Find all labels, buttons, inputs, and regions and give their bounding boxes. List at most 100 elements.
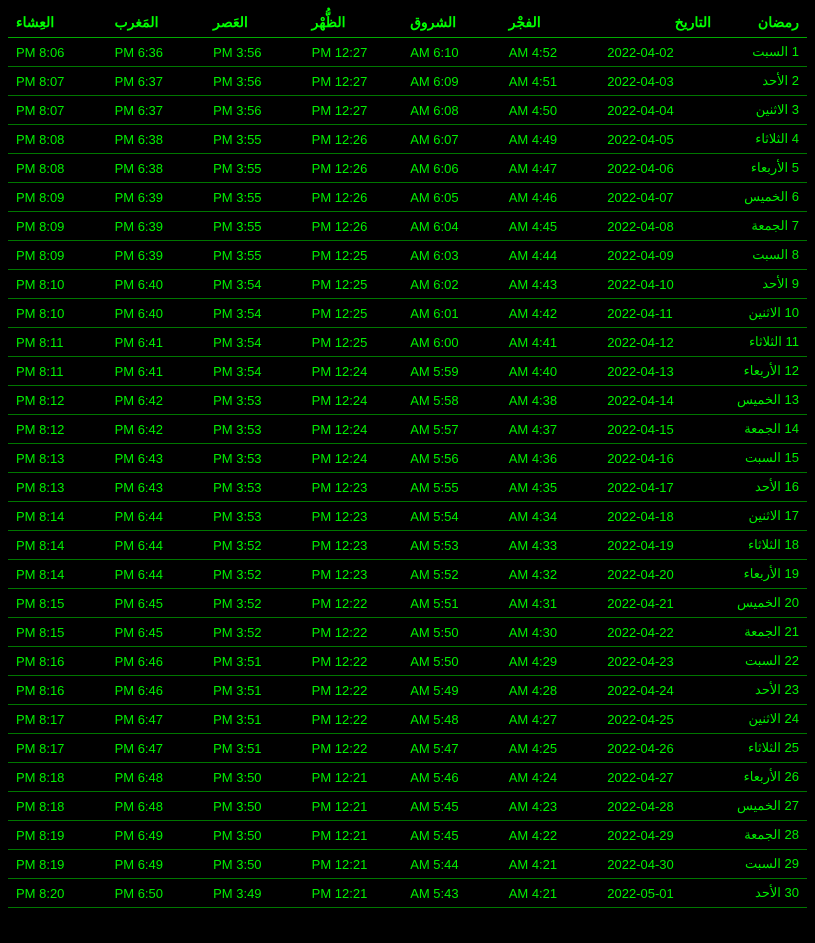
table-row: 1 السبت2022-04-02AM 4:52AM 6:10PM 12:27P… (8, 38, 807, 67)
table-cell: PM 3:51 (205, 676, 304, 705)
table-cell: 19 الأربعاء (719, 560, 807, 589)
table-cell: 2022-04-10 (599, 270, 719, 299)
table-cell: 2022-04-04 (599, 96, 719, 125)
table-row: 20 الخميس2022-04-21AM 4:31AM 5:51PM 12:2… (8, 589, 807, 618)
table-cell: PM 6:42 (107, 386, 206, 415)
table-cell: PM 12:22 (304, 676, 403, 705)
table-cell: AM 6:01 (402, 299, 501, 328)
table-cell: PM 6:38 (107, 154, 206, 183)
table-cell: PM 3:52 (205, 589, 304, 618)
table-cell: PM 3:50 (205, 821, 304, 850)
table-cell: AM 5:45 (402, 792, 501, 821)
table-cell: AM 6:03 (402, 241, 501, 270)
table-cell: 2022-04-14 (599, 386, 719, 415)
table-cell: PM 6:42 (107, 415, 206, 444)
table-cell: 2022-04-19 (599, 531, 719, 560)
table-cell: 6 الخميس (719, 183, 807, 212)
table-cell: 30 الأحد (719, 879, 807, 908)
table-cell: PM 6:41 (107, 357, 206, 386)
table-row: 15 السبت2022-04-16AM 4:36AM 5:56PM 12:24… (8, 444, 807, 473)
table-cell: AM 4:23 (501, 792, 600, 821)
table-cell: PM 3:50 (205, 850, 304, 879)
table-cell: 23 الأحد (719, 676, 807, 705)
table-cell: PM 3:56 (205, 96, 304, 125)
table-cell: PM 3:55 (205, 212, 304, 241)
table-cell: AM 5:44 (402, 850, 501, 879)
table-cell: 2022-04-26 (599, 734, 719, 763)
table-cell: PM 8:17 (8, 705, 107, 734)
table-cell: AM 4:28 (501, 676, 600, 705)
table-cell: PM 6:49 (107, 821, 206, 850)
table-cell: 2022-04-13 (599, 357, 719, 386)
table-cell: AM 5:54 (402, 502, 501, 531)
table-cell: 20 الخميس (719, 589, 807, 618)
table-cell: 4 الثلاثاء (719, 125, 807, 154)
table-cell: PM 3:53 (205, 444, 304, 473)
table-cell: 2022-04-03 (599, 67, 719, 96)
table-cell: PM 6:40 (107, 299, 206, 328)
table-cell: PM 3:55 (205, 183, 304, 212)
col-isha: العِشاء (8, 8, 107, 38)
col-dhuhr: الظُّهْر (304, 8, 403, 38)
table-cell: AM 4:21 (501, 879, 600, 908)
table-cell: PM 12:22 (304, 705, 403, 734)
table-cell: AM 4:35 (501, 473, 600, 502)
table-cell: PM 12:22 (304, 734, 403, 763)
table-cell: AM 5:56 (402, 444, 501, 473)
table-cell: 27 الخميس (719, 792, 807, 821)
table-row: 12 الأربعاء2022-04-13AM 4:40AM 5:59PM 12… (8, 357, 807, 386)
table-row: 11 الثلاثاء2022-04-12AM 4:41AM 6:00PM 12… (8, 328, 807, 357)
table-cell: PM 8:15 (8, 589, 107, 618)
table-cell: PM 12:21 (304, 879, 403, 908)
table-cell: PM 8:14 (8, 502, 107, 531)
table-cell: PM 12:23 (304, 560, 403, 589)
table-cell: PM 3:52 (205, 560, 304, 589)
table-row: 22 السبت2022-04-23AM 4:29AM 5:50PM 12:22… (8, 647, 807, 676)
table-cell: PM 8:15 (8, 618, 107, 647)
table-cell: 2022-04-20 (599, 560, 719, 589)
table-cell: 12 الأربعاء (719, 357, 807, 386)
table-cell: PM 8:08 (8, 125, 107, 154)
table-cell: PM 3:53 (205, 386, 304, 415)
table-row: 23 الأحد2022-04-24AM 4:28AM 5:49PM 12:22… (8, 676, 807, 705)
table-cell: AM 4:43 (501, 270, 600, 299)
table-cell: PM 12:25 (304, 299, 403, 328)
table-cell: AM 6:06 (402, 154, 501, 183)
table-row: 5 الأربعاء2022-04-06AM 4:47AM 6:06PM 12:… (8, 154, 807, 183)
table-cell: PM 12:27 (304, 38, 403, 67)
table-cell: 2022-04-23 (599, 647, 719, 676)
table-cell: PM 6:43 (107, 444, 206, 473)
table-cell: PM 12:26 (304, 154, 403, 183)
table-cell: 11 الثلاثاء (719, 328, 807, 357)
table-cell: PM 8:07 (8, 96, 107, 125)
table-cell: PM 12:25 (304, 270, 403, 299)
table-cell: PM 3:54 (205, 270, 304, 299)
table-cell: 24 الاثنين (719, 705, 807, 734)
table-cell: PM 12:21 (304, 763, 403, 792)
table-cell: PM 3:53 (205, 415, 304, 444)
table-cell: PM 8:11 (8, 328, 107, 357)
table-cell: AM 6:07 (402, 125, 501, 154)
table-cell: PM 8:19 (8, 821, 107, 850)
table-cell: PM 3:52 (205, 531, 304, 560)
table-cell: AM 5:47 (402, 734, 501, 763)
table-cell: AM 5:57 (402, 415, 501, 444)
table-cell: AM 4:49 (501, 125, 600, 154)
table-cell: PM 6:46 (107, 676, 206, 705)
table-cell: AM 5:52 (402, 560, 501, 589)
table-cell: AM 5:50 (402, 647, 501, 676)
table-cell: 2022-04-28 (599, 792, 719, 821)
table-cell: PM 3:55 (205, 154, 304, 183)
table-cell: PM 12:25 (304, 328, 403, 357)
table-cell: PM 8:14 (8, 560, 107, 589)
table-cell: AM 4:31 (501, 589, 600, 618)
table-cell: PM 12:22 (304, 589, 403, 618)
table-cell: 2022-04-24 (599, 676, 719, 705)
table-cell: PM 12:27 (304, 96, 403, 125)
table-cell: 13 الخميس (719, 386, 807, 415)
table-cell: 2022-04-29 (599, 821, 719, 850)
table-cell: AM 4:29 (501, 647, 600, 676)
table-cell: AM 5:45 (402, 821, 501, 850)
table-cell: 16 الأحد (719, 473, 807, 502)
table-cell: PM 6:46 (107, 647, 206, 676)
